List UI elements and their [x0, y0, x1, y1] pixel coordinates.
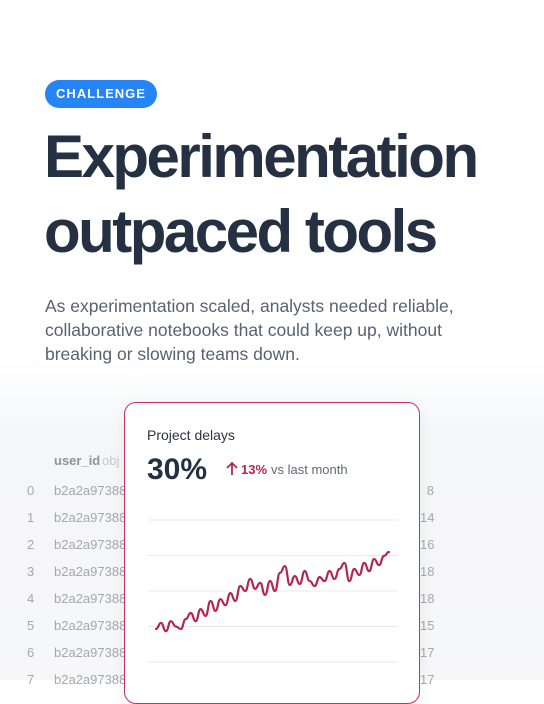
cell: 18	[420, 591, 435, 606]
description-line: As experimentation scaled, analysts need…	[45, 296, 454, 316]
description-line: collaborative notebooks that could keep …	[45, 320, 442, 340]
line	[154, 550, 391, 633]
change-note: vs last month	[271, 462, 348, 477]
title-line: outpaced tools	[44, 198, 438, 265]
cell: b2a2a97388	[54, 564, 127, 579]
cell: 8	[426, 483, 434, 498]
cell: 14	[420, 510, 435, 525]
chart	[148, 519, 398, 663]
row-index: 0	[27, 483, 35, 498]
row-index: 3	[27, 564, 35, 579]
cell: b2a2a97388	[54, 645, 127, 660]
row-index: 4	[27, 591, 35, 606]
cell: b2a2a97388	[54, 591, 127, 606]
cell: 18	[420, 564, 435, 579]
up-arrow	[226, 461, 238, 475]
row-index: 6	[27, 645, 35, 660]
cell: b2a2a97388	[54, 618, 127, 633]
table-header: user_id	[54, 453, 101, 468]
cell: 15	[420, 618, 435, 633]
cell: b2a2a97388	[54, 537, 127, 552]
title-line: Experimentation	[44, 123, 479, 190]
change: 13%	[241, 462, 268, 477]
description-line: breaking or slowing teams down.	[45, 344, 300, 364]
cell: b2a2a97388	[54, 483, 127, 498]
table-header: obj	[102, 453, 120, 468]
row-index: 1	[27, 510, 35, 525]
row-index: 5	[27, 618, 35, 633]
metric: 30%	[147, 453, 208, 486]
cell: 17	[420, 645, 435, 660]
card: Project delays 30% 13% vs last month	[124, 402, 420, 704]
row-index: 2	[27, 537, 35, 552]
badge: CHALLENGE	[45, 80, 157, 108]
card-title: Project delays	[147, 427, 235, 443]
cell: b2a2a97388	[54, 510, 127, 525]
cell: 16	[420, 537, 435, 552]
